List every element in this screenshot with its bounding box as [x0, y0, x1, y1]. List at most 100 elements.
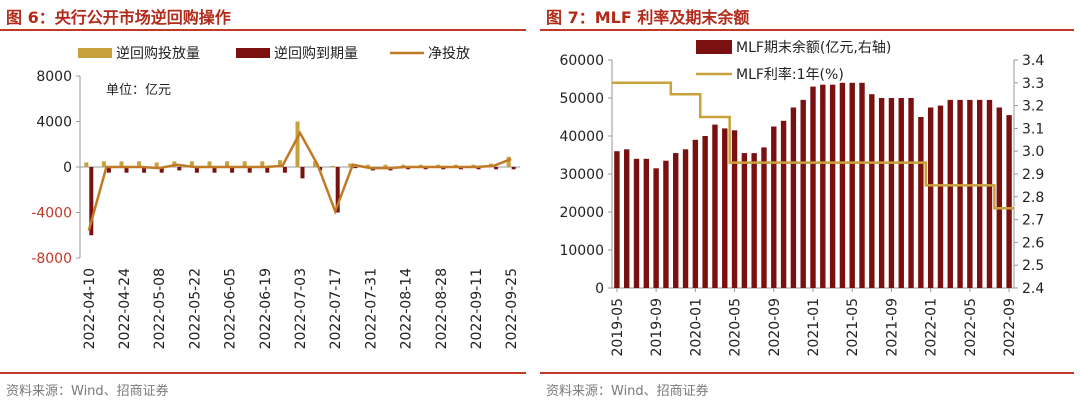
right-tick-label: 2.7: [1022, 213, 1044, 229]
legend-swatch-maturity: [236, 48, 270, 58]
x-tick-label: 2022-06-05: [223, 268, 239, 349]
mlf-balance-bar: [682, 149, 689, 288]
maturity-bar: [159, 167, 164, 173]
mlf-balance-bar: [869, 94, 875, 288]
right-tick-label: 2.6: [1022, 235, 1044, 251]
maturity-bar: [124, 167, 129, 173]
mlf-balance-bar: [761, 147, 767, 288]
right-tick-label: 2.8: [1022, 190, 1044, 206]
left-tick-label: 10000: [559, 243, 604, 259]
x-tick-label: 2022-04-24: [117, 268, 133, 349]
maturity-bar: [230, 167, 235, 173]
maturity-bar: [89, 167, 94, 236]
maturity-bar: [511, 167, 516, 170]
source-rule: [540, 372, 1074, 374]
right-tick-label: 3.2: [1022, 99, 1044, 115]
y-tick-label: 4000: [36, 115, 72, 131]
mlf-source-note: 资料来源：Wind、招商证券: [546, 384, 709, 399]
legend-label-maturity: 逆回购到期量: [274, 46, 358, 62]
mlf-balance-bar: [976, 99, 983, 289]
mlf-balance-bar: [673, 153, 679, 288]
y-tick-label: 8000: [36, 69, 72, 85]
left-tick-label: 60000: [559, 53, 604, 69]
mlf-balance-bar: [614, 151, 620, 288]
y-tick-label: 0: [63, 160, 72, 176]
mlf-balance-bar: [800, 99, 806, 289]
maturity-bar: [494, 167, 499, 170]
mlf-panel: 图 7：MLF 利率及期末余额 0 10000 20000 30000 40000 500…: [540, 0, 1080, 400]
mlf-balance-bar: [712, 124, 718, 288]
injection-bar: [189, 161, 194, 167]
injection-bar: [101, 161, 106, 167]
x-tick-label: 2021-09: [884, 298, 900, 357]
source-rule: [0, 372, 526, 374]
title-rule: [0, 29, 526, 31]
injection-bar: [383, 164, 388, 167]
mlf-balance-bar: [722, 128, 728, 288]
net-injection-line: [87, 130, 512, 232]
x-tick-label: 2022-09: [1002, 298, 1018, 357]
x-tick-label: 2019-05: [610, 298, 626, 357]
mlf-balance-bar: [771, 126, 777, 288]
injection-bar: [260, 161, 265, 167]
unit-note: 单位：亿元: [106, 83, 171, 98]
right-tick-label: 2.9: [1022, 167, 1044, 183]
injection-bar: [242, 161, 247, 167]
x-tick-label: 2019-09: [649, 298, 665, 357]
injection-bar: [401, 164, 406, 167]
x-tick-label: 2021-01: [806, 298, 822, 357]
mlf-balance-bar: [741, 153, 748, 288]
left-tick-label: 0: [595, 281, 604, 297]
maturity-bar: [247, 167, 252, 173]
x-tick-label: 2022-09-25: [504, 268, 520, 349]
maturity-bar: [353, 167, 358, 169]
mlf-balance-bar: [937, 105, 944, 288]
legend-label-injection: 逆回购投放量: [116, 46, 200, 62]
mlf-balance-bar: [957, 99, 963, 289]
right-tick-label: 3.4: [1022, 53, 1044, 69]
repo-chart-title: 图 6：央行公开市场逆回购操作: [6, 8, 231, 27]
y-tick-label: -4000: [31, 206, 72, 222]
mlf-balance-bar: [849, 82, 855, 288]
x-tick-label: 2022-05: [963, 298, 979, 357]
mlf-rate-line: [612, 81, 1014, 210]
left-tick-label: 40000: [559, 129, 604, 145]
x-tick-label: 2022-05-08: [152, 268, 168, 349]
injection-bar: [506, 156, 511, 167]
mlf-balance-bar: [692, 139, 699, 288]
injection-bar: [225, 161, 230, 167]
maturity-bar: [106, 167, 111, 173]
injection-bar: [330, 165, 335, 167]
injection-bar: [154, 162, 159, 167]
mlf-balance-bar: [790, 107, 797, 288]
x-tick-label: 2022-01: [924, 298, 940, 357]
x-tick-label: 2022-06-19: [258, 268, 274, 349]
injection-bar: [119, 161, 124, 167]
mlf-balance-bar: [986, 99, 993, 289]
maturity-bar: [282, 167, 287, 173]
right-tick-label: 3.3: [1022, 76, 1044, 92]
injection-bar: [295, 121, 300, 167]
maturity-bar: [194, 167, 199, 173]
x-tick-label: 2020-05: [728, 298, 744, 357]
right-tick-label: 2.4: [1022, 281, 1044, 297]
maturity-bar: [142, 167, 147, 173]
x-tick-label: 2022-05-22: [187, 268, 203, 349]
mlf-balance-bar: [751, 153, 757, 288]
maturity-bar: [335, 167, 340, 213]
mlf-balance-bar: [927, 107, 934, 288]
x-tick-label: 2022-07-03: [293, 268, 309, 349]
mlf-balance-bar: [947, 99, 953, 289]
mlf-balance-bar: [898, 98, 904, 288]
injection-bar: [137, 161, 142, 167]
x-tick-label: 2022-04-10: [82, 268, 98, 349]
right-tick-label: 3.0: [1022, 144, 1044, 160]
maturity-bar: [476, 167, 481, 170]
injection-bar: [277, 160, 282, 167]
x-tick-label: 2022-08-14: [399, 268, 415, 349]
mlf-balance-bar: [780, 120, 787, 288]
mlf-balance-bar: [829, 84, 836, 288]
legend-label-balance: MLF期末余额(亿元,右轴): [736, 39, 891, 56]
x-tick-label: 2022-08-28: [434, 268, 450, 349]
legend-label-rate: MLF利率:1年(%): [736, 66, 844, 83]
